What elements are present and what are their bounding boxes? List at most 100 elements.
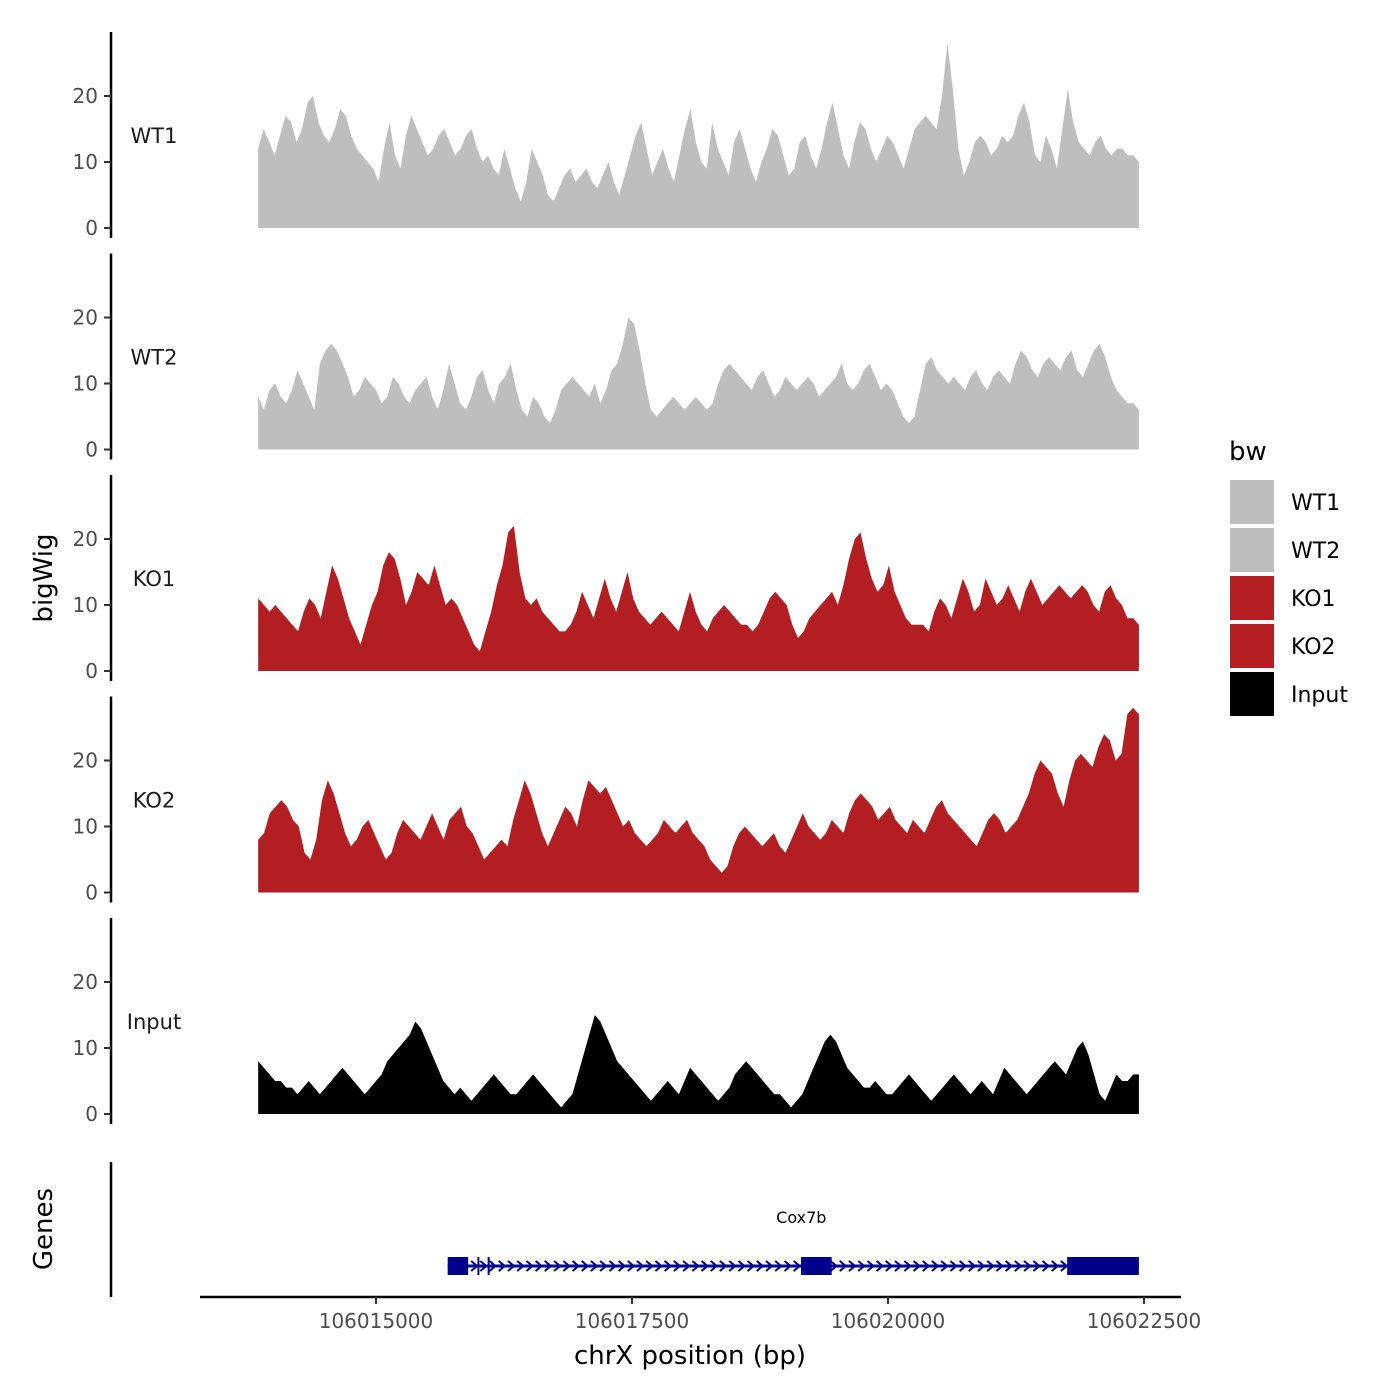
gene-strand-arrow: [783, 1260, 793, 1272]
gene-strand-arrow: [857, 1260, 866, 1272]
track-input: 0 10 20 Input: [73, 918, 1139, 1126]
gene-strand-arrow: [562, 1260, 571, 1272]
gene-strand-arrow: [728, 1260, 737, 1272]
gene-strand-arrow: [912, 1260, 922, 1272]
gene-strand-arrow: [534, 1260, 544, 1272]
gene-strand-arrow: [1032, 1260, 1041, 1272]
gene-strand-arrow: [691, 1260, 700, 1272]
gene-strand-arrow: [1004, 1260, 1014, 1272]
gene-strand-arrow: [498, 1260, 507, 1272]
gene-strand-arrow: [931, 1260, 940, 1272]
gene-strand-arrow: [700, 1260, 710, 1272]
gene-strand-arrow: [765, 1260, 774, 1272]
gene-strand-arrow: [958, 1260, 968, 1272]
track-label: KO1: [133, 567, 176, 591]
x-tick-label: 106022500: [1087, 1309, 1202, 1333]
y-tick-label: 20: [73, 527, 98, 551]
gene-strand-arrow: [599, 1260, 608, 1272]
legend-swatch: [1230, 528, 1274, 572]
gene-strand-arrow: [608, 1260, 617, 1272]
track-label: WT2: [131, 346, 178, 370]
y-tick-label: 10: [73, 593, 98, 617]
gene-strand-arrow: [793, 1260, 802, 1272]
y-tick-label: 10: [73, 372, 98, 396]
gene-strand-arrow: [719, 1260, 728, 1272]
y-tick-label: 10: [73, 1036, 98, 1060]
track-area-wt1: [258, 43, 1139, 229]
gene-strand-arrow: [544, 1260, 553, 1272]
gene-strand-arrow: [1051, 1260, 1060, 1272]
gene-strand-arrow: [645, 1260, 654, 1272]
legend-swatch: [1230, 672, 1274, 716]
gene-strand-arrow: [756, 1260, 765, 1272]
gene-strand-arrow: [1014, 1260, 1023, 1272]
y-tick-label: 10: [73, 815, 98, 839]
legend-label: WT2: [1291, 539, 1340, 564]
gene-strand-arrow: [977, 1260, 986, 1272]
gene-strand-arrow: [995, 1260, 1004, 1272]
track-ko2: 0 10 20 KO2: [73, 696, 1139, 905]
y-tick-label: 20: [73, 970, 98, 994]
track-wt2: 0 10 20 WT2: [73, 253, 1139, 462]
track-area-wt2: [258, 317, 1139, 450]
gene-strand-arrow: [1060, 1260, 1069, 1272]
gene-strand-arrow: [839, 1260, 848, 1272]
gene-strand-arrow: [525, 1260, 534, 1272]
y-tick-label: 0: [85, 659, 98, 683]
gene-strand-arrow: [617, 1260, 627, 1272]
x-tick-label: 106020000: [831, 1309, 946, 1333]
gene-strand-arrow: [1041, 1260, 1051, 1272]
gene-strand-arrow: [654, 1260, 663, 1272]
bigwig-tracks: 0 10 20 WT1 0 10 20 WT2 0 10 20 KO1 0 10 20 KO2 0 10 20 Inp…: [73, 32, 1139, 1126]
y-tick-label: 0: [85, 438, 98, 462]
track-area-input: [258, 1015, 1139, 1114]
legend-swatch: [1230, 624, 1274, 668]
y-tick-label: 20: [73, 306, 98, 330]
x-axis-title: chrX position (bp): [574, 1341, 806, 1371]
gene-strand-arrow: [746, 1260, 756, 1272]
legend-label: WT1: [1291, 491, 1340, 516]
gene-strand-arrow: [571, 1260, 581, 1272]
gene-strand-arrow: [627, 1260, 636, 1272]
legend-label: KO2: [1291, 635, 1336, 660]
legend-label: KO1: [1291, 587, 1336, 612]
y-axis-title: bigWig: [29, 533, 59, 622]
y-tick-label: 20: [73, 749, 98, 773]
genes-panel: Genes Cox7b: [29, 1162, 1139, 1297]
gene-exon: [800, 1257, 832, 1275]
track-wt1: 0 10 20 WT1: [73, 32, 1139, 240]
gene-strand-arrow: [894, 1260, 903, 1272]
gene-strand-arrow: [737, 1260, 746, 1272]
track-label: Input: [127, 1010, 181, 1034]
genes-axis-title: Genes: [29, 1188, 59, 1270]
gene-strand-arrow: [848, 1260, 857, 1272]
legend-label: Input: [1291, 683, 1348, 708]
gene-strand-arrow: [553, 1260, 562, 1272]
track-area-ko1: [258, 525, 1139, 671]
legend-title: bw: [1229, 437, 1267, 467]
track-area-ko2: [258, 707, 1139, 893]
gene-strand-arrow: [1023, 1260, 1032, 1272]
gene-strand-arrow: [470, 1260, 479, 1272]
gene-strand-arrow: [507, 1260, 516, 1272]
y-tick-label: 0: [85, 881, 98, 905]
y-tick-label: 20: [73, 84, 98, 108]
gene-strand-arrow: [479, 1260, 488, 1272]
gene-strand-arrow: [488, 1260, 498, 1272]
x-tick-label: 106015000: [319, 1309, 434, 1333]
track-ko1: 0 10 20 KO1: [73, 475, 1139, 683]
legend-swatch: [1230, 480, 1274, 524]
track-label: KO2: [133, 789, 176, 813]
x-tick-label: 106017500: [575, 1309, 690, 1333]
gene-strand-arrow: [581, 1260, 590, 1272]
gene-strand-arrow: [986, 1260, 995, 1272]
gene-strand-arrow: [875, 1260, 885, 1272]
gene-strand-arrow: [774, 1260, 783, 1272]
gene-strand-arrow: [940, 1260, 949, 1272]
gene-strand-arrow: [710, 1260, 719, 1272]
gene-strand-arrow: [968, 1260, 977, 1272]
legend: bw WT1 WT2 KO1 KO2 Input: [1229, 437, 1348, 716]
gene-exon: [1067, 1257, 1139, 1275]
track-label: WT1: [131, 124, 178, 148]
